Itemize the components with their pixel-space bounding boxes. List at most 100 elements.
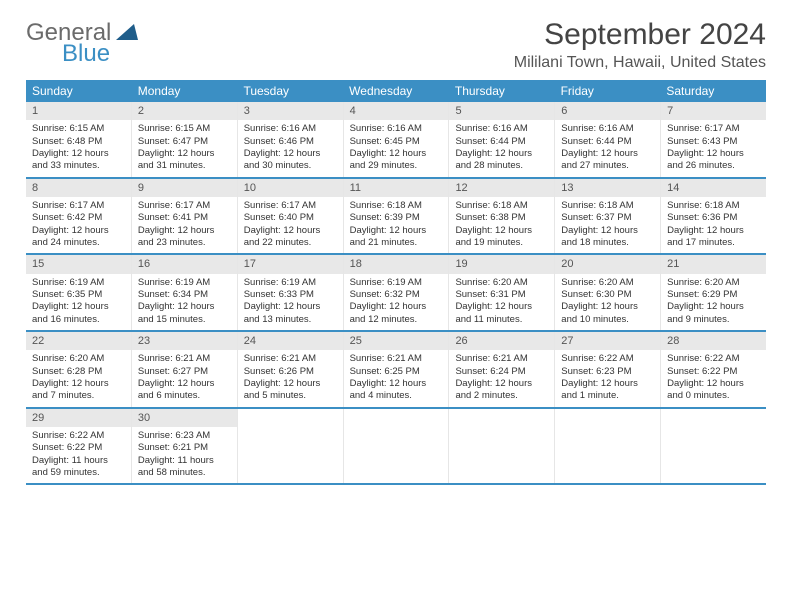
sunset-text: Sunset: 6:35 PM [32, 289, 125, 301]
sunset-text: Sunset: 6:34 PM [138, 289, 231, 301]
day-data: Sunrise: 6:20 AMSunset: 6:28 PMDaylight:… [26, 350, 131, 406]
day-header: Thursday [449, 80, 555, 102]
sunrise-text: Sunrise: 6:19 AM [138, 277, 231, 289]
day-number: 21 [661, 255, 766, 273]
day-data: Sunrise: 6:21 AMSunset: 6:26 PMDaylight:… [238, 350, 343, 406]
day-number: 7 [661, 102, 766, 120]
sunset-text: Sunset: 6:42 PM [32, 212, 125, 224]
title-block: September 2024 Mililani Town, Hawaii, Un… [514, 18, 766, 72]
empty-cell [344, 409, 450, 484]
day-number: 12 [449, 179, 554, 197]
daylight-text: Daylight: 12 hours and 26 minutes. [667, 148, 760, 173]
sunset-text: Sunset: 6:22 PM [32, 442, 125, 454]
day-number: 15 [26, 255, 131, 273]
day-data: Sunrise: 6:17 AMSunset: 6:41 PMDaylight:… [132, 197, 237, 253]
sunset-text: Sunset: 6:39 PM [350, 212, 443, 224]
day-number: 2 [132, 102, 237, 120]
sunrise-text: Sunrise: 6:18 AM [561, 200, 654, 212]
day-cell: 4Sunrise: 6:16 AMSunset: 6:45 PMDaylight… [344, 102, 450, 177]
daylight-text: Daylight: 12 hours and 19 minutes. [455, 225, 548, 250]
sunset-text: Sunset: 6:22 PM [667, 366, 760, 378]
sunset-text: Sunset: 6:47 PM [138, 136, 231, 148]
sunrise-text: Sunrise: 6:15 AM [32, 123, 125, 135]
day-data: Sunrise: 6:22 AMSunset: 6:22 PMDaylight:… [26, 427, 131, 483]
day-cell: 20Sunrise: 6:20 AMSunset: 6:30 PMDayligh… [555, 255, 661, 330]
sunrise-text: Sunrise: 6:21 AM [455, 353, 548, 365]
day-number: 23 [132, 332, 237, 350]
day-data: Sunrise: 6:16 AMSunset: 6:46 PMDaylight:… [238, 120, 343, 176]
day-cell: 11Sunrise: 6:18 AMSunset: 6:39 PMDayligh… [344, 179, 450, 254]
month-title: September 2024 [514, 18, 766, 52]
sunrise-text: Sunrise: 6:18 AM [667, 200, 760, 212]
daylight-text: Daylight: 12 hours and 10 minutes. [561, 301, 654, 326]
day-number: 25 [344, 332, 449, 350]
sunrise-text: Sunrise: 6:21 AM [244, 353, 337, 365]
day-data: Sunrise: 6:21 AMSunset: 6:25 PMDaylight:… [344, 350, 449, 406]
day-cell: 7 Sunrise: 6:17 AMSunset: 6:43 PMDaylight… [661, 102, 766, 177]
sunset-text: Sunset: 6:33 PM [244, 289, 337, 301]
sunrise-text: Sunrise: 6:17 AM [667, 123, 760, 135]
sunset-text: Sunset: 6:38 PM [455, 212, 548, 224]
day-cell: 12Sunrise: 6:18 AMSunset: 6:38 PMDayligh… [449, 179, 555, 254]
sunrise-text: Sunrise: 6:20 AM [667, 277, 760, 289]
sunset-text: Sunset: 6:43 PM [667, 136, 760, 148]
day-cell: 3Sunrise: 6:16 AMSunset: 6:46 PMDaylight… [238, 102, 344, 177]
daylight-text: Daylight: 12 hours and 18 minutes. [561, 225, 654, 250]
empty-cell [661, 409, 766, 484]
sunrise-text: Sunrise: 6:15 AM [138, 123, 231, 135]
day-data: Sunrise: 6:22 AMSunset: 6:23 PMDaylight:… [555, 350, 660, 406]
day-number: 17 [238, 255, 343, 273]
day-number: 18 [344, 255, 449, 273]
day-number: 20 [555, 255, 660, 273]
day-number: 3 [238, 102, 343, 120]
day-number: 16 [132, 255, 237, 273]
day-cell: 18Sunrise: 6:19 AMSunset: 6:32 PMDayligh… [344, 255, 450, 330]
day-header: Wednesday [343, 80, 449, 102]
daylight-text: Daylight: 12 hours and 27 minutes. [561, 148, 654, 173]
day-number: 4 [344, 102, 449, 120]
daylight-text: Daylight: 12 hours and 30 minutes. [244, 148, 337, 173]
logo-triangle-icon [116, 24, 138, 45]
day-cell: 26 Sunrise: 6:21 AMSunset: 6:24 PMDayligh… [449, 332, 555, 407]
day-number: 28 [661, 332, 766, 350]
sunset-text: Sunset: 6:29 PM [667, 289, 760, 301]
day-number: 9 [132, 179, 237, 197]
daylight-text: Daylight: 11 hours and 59 minutes. [32, 455, 125, 480]
day-number: 29 [26, 409, 131, 427]
sunrise-text: Sunrise: 6:16 AM [561, 123, 654, 135]
daylight-text: Daylight: 12 hours and 23 minutes. [138, 225, 231, 250]
day-number: 26 [449, 332, 554, 350]
day-cell: 22Sunrise: 6:20 AMSunset: 6:28 PMDayligh… [26, 332, 132, 407]
daylight-text: Daylight: 12 hours and 12 minutes. [350, 301, 443, 326]
page-header: General Blue September 2024 Mililani Tow… [26, 18, 766, 72]
daylight-text: Daylight: 12 hours and 24 minutes. [32, 225, 125, 250]
day-number: 22 [26, 332, 131, 350]
sunset-text: Sunset: 6:32 PM [350, 289, 443, 301]
daylight-text: Daylight: 12 hours and 6 minutes. [138, 378, 231, 403]
day-number: 8 [26, 179, 131, 197]
day-data: Sunrise: 6:15 AMSunset: 6:47 PMDaylight:… [132, 120, 237, 176]
week-row: 15 Sunrise: 6:19 AM Sunset: 6:35 PM Dayligh… [26, 255, 766, 332]
day-header: Friday [555, 80, 661, 102]
week-row: 29Sunrise: 6:22 AMSunset: 6:22 PMDayligh… [26, 409, 766, 486]
day-header-row: SundayMondayTuesdayWednesdayThursdayFrid… [26, 80, 766, 102]
sunrise-text: Sunrise: 6:21 AM [138, 353, 231, 365]
sunset-text: Sunset: 6:40 PM [244, 212, 337, 224]
sunrise-text: Sunrise: 6:16 AM [244, 123, 337, 135]
daylight-text: Daylight: 12 hours and 22 minutes. [244, 225, 337, 250]
sunrise-text: Sunrise: 6:16 AM [350, 123, 443, 135]
sunrise-text: Sunrise: 6:17 AM [244, 200, 337, 212]
day-cell: 29Sunrise: 6:22 AMSunset: 6:22 PMDayligh… [26, 409, 132, 484]
day-cell: 8Sunrise: 6:17 AMSunset: 6:42 PMDaylight… [26, 179, 132, 254]
daylight-text: Daylight: 12 hours and 1 minute. [561, 378, 654, 403]
sunrise-text: Sunrise: 6:16 AM [455, 123, 548, 135]
logo-text-blue: Blue [62, 43, 138, 65]
day-header: Sunday [26, 80, 132, 102]
daylight-text: Daylight: 12 hours and 13 minutes. [244, 301, 337, 326]
day-number: 24 [238, 332, 343, 350]
day-cell: 6Sunrise: 6:16 AMSunset: 6:44 PMDaylight… [555, 102, 661, 177]
daylight-text: Daylight: 12 hours and 2 minutes. [455, 378, 548, 403]
day-cell: 5Sunrise: 6:16 AMSunset: 6:44 PMDaylight… [449, 102, 555, 177]
sunset-text: Sunset: 6:24 PM [455, 366, 548, 378]
day-data: Sunrise: 6:15 AMSunset: 6:48 PMDaylight:… [26, 120, 131, 176]
